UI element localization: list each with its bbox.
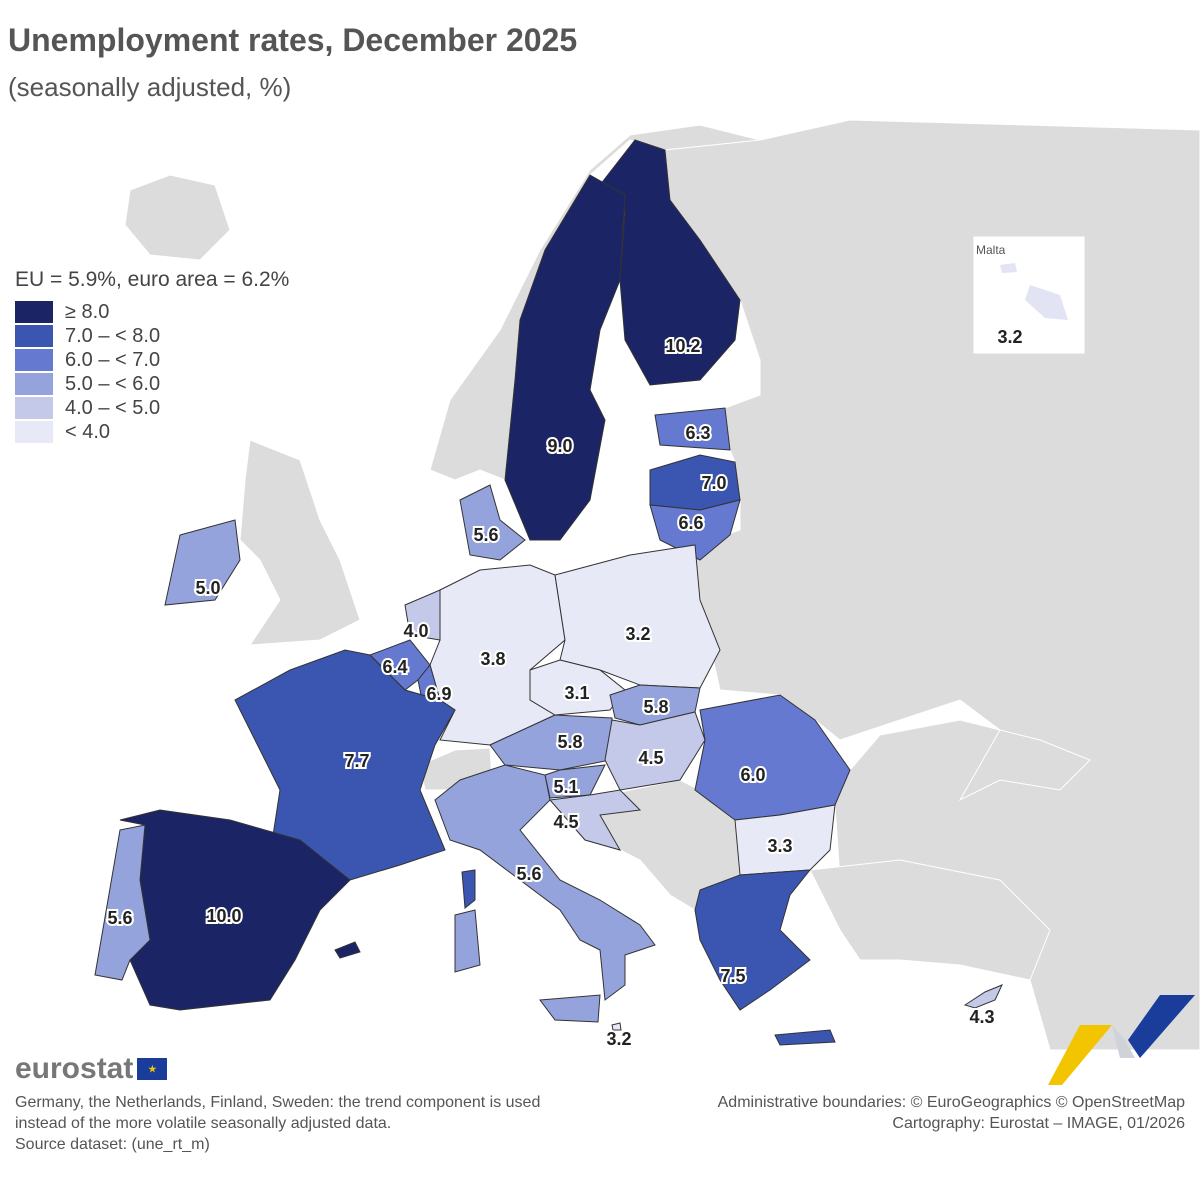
label-estonia: 6.3 <box>685 423 710 443</box>
country-croatia[interactable] <box>549 789 642 851</box>
country-denmark[interactable] <box>459 484 526 561</box>
legend-item: 4.0 – < 5.0 <box>15 396 289 420</box>
legend-item: < 4.0 <box>15 420 289 444</box>
turkey <box>809 859 1051 981</box>
country-ireland[interactable] <box>164 519 241 606</box>
label-slovenia: 5.1 <box>553 777 578 797</box>
value-labels: 10.2 9.0 6.3 7.0 6.6 5.6 5.0 4.0 6.4 6.9… <box>105 334 996 1051</box>
eu-countries <box>94 139 1003 1046</box>
legend-label: 6.0 – < 7.0 <box>65 348 161 371</box>
country-finland[interactable] <box>599 139 741 386</box>
credits: Administrative boundaries: © EuroGeograp… <box>718 1092 1185 1134</box>
label-belgium: 6.4 <box>382 657 407 677</box>
label-italy: 5.6 <box>516 864 541 884</box>
footnote-line: instead of the more volatile seasonally … <box>15 1115 392 1132</box>
united-kingdom <box>239 439 361 646</box>
crete <box>774 1029 836 1046</box>
legend-label: 4.0 – < 5.0 <box>65 396 161 419</box>
label-denmark: 5.6 <box>473 525 498 545</box>
credit-line: Administrative boundaries: © EuroGeograp… <box>717 1094 1185 1111</box>
label-sweden: 9.0 <box>547 436 572 456</box>
legend-swatch <box>15 373 53 395</box>
sardinia <box>454 909 481 973</box>
country-greece[interactable] <box>694 869 812 1011</box>
label-malta: 3.2 <box>606 1029 631 1049</box>
balearic-islands <box>334 941 361 959</box>
country-cyprus[interactable] <box>963 984 1003 1009</box>
country-sweden[interactable] <box>504 174 626 541</box>
legend-swatch <box>15 421 53 443</box>
legend-swatch <box>15 301 53 323</box>
country-france[interactable] <box>234 649 456 881</box>
label-spain: 10.0 <box>206 906 241 926</box>
country-lithuania[interactable] <box>649 499 741 561</box>
label-luxembourg: 6.9 <box>426 684 451 704</box>
legend-item: 6.0 – < 7.0 <box>15 348 289 372</box>
label-lithuania: 6.6 <box>678 513 703 533</box>
country-netherlands[interactable] <box>404 589 441 641</box>
country-estonia[interactable] <box>654 407 731 451</box>
label-finland: 10.2 <box>665 336 700 356</box>
label-greece: 7.5 <box>720 966 745 986</box>
legend-swatch <box>15 397 53 419</box>
source-dataset: Source dataset: (une_rt_m) <box>15 1136 210 1153</box>
corsica <box>461 869 476 909</box>
corner-stripes-logo <box>1048 995 1195 1085</box>
iceland <box>124 174 231 261</box>
legend-swatch <box>15 349 53 371</box>
country-italy[interactable] <box>434 764 656 1001</box>
label-bulgaria: 3.3 <box>767 836 792 856</box>
footnotes: Germany, the Netherlands, Finland, Swede… <box>15 1092 540 1155</box>
legend-item: ≥ 8.0 <box>15 300 289 324</box>
inset-value: 3.2 <box>997 327 1022 347</box>
label-ireland: 5.0 <box>195 578 220 598</box>
label-germany: 3.8 <box>480 649 505 669</box>
inset-gozo-shape <box>1000 263 1017 273</box>
legend-label: 7.0 – < 8.0 <box>65 324 161 347</box>
eu-flag-icon: ★ <box>137 1058 168 1080</box>
label-croatia: 4.5 <box>553 812 578 832</box>
label-hungary: 4.5 <box>638 748 663 768</box>
label-latvia: 7.0 <box>701 473 726 493</box>
country-portugal[interactable] <box>94 824 151 981</box>
legend-label: 5.0 – < 6.0 <box>65 372 161 395</box>
label-portugal: 5.6 <box>107 908 132 928</box>
legend-swatch <box>15 325 53 347</box>
logo-text: eurostat <box>15 1052 134 1085</box>
label-poland: 3.2 <box>625 624 650 644</box>
page-title: Unemployment rates, December 2025 <box>8 22 578 58</box>
legend-item: 7.0 – < 8.0 <box>15 324 289 348</box>
label-romania: 6.0 <box>740 765 765 785</box>
label-france: 7.7 <box>344 751 369 771</box>
label-czechia: 3.1 <box>564 683 589 703</box>
inset-title: Malta <box>976 243 1006 257</box>
legend: EU = 5.9%, euro area = 6.2% ≥ 8.0 7.0 – … <box>15 268 289 444</box>
inset-malta-shape <box>1025 285 1068 320</box>
legend-label: ≥ 8.0 <box>65 300 110 323</box>
legend-label: < 4.0 <box>65 420 111 443</box>
label-slovakia: 5.8 <box>643 697 668 717</box>
page-subtitle: (seasonally adjusted, %) <box>8 72 292 102</box>
eurostat-logo: eurostat ★ <box>15 1052 168 1086</box>
credit-line: Cartography: Eurostat – IMAGE, 01/2026 <box>892 1115 1185 1132</box>
label-netherlands: 4.0 <box>403 621 428 641</box>
label-austria: 5.8 <box>557 732 582 752</box>
legend-item: 5.0 – < 6.0 <box>15 372 289 396</box>
legend-title: EU = 5.9%, euro area = 6.2% <box>15 268 290 291</box>
country-malta[interactable] <box>611 1022 622 1031</box>
country-hungary[interactable] <box>604 711 706 791</box>
malta-inset: Malta 3.2 <box>972 235 1086 355</box>
footnote-line: Germany, the Netherlands, Finland, Swede… <box>15 1094 541 1111</box>
sicily <box>539 994 601 1023</box>
label-cyprus: 4.3 <box>969 1007 994 1027</box>
